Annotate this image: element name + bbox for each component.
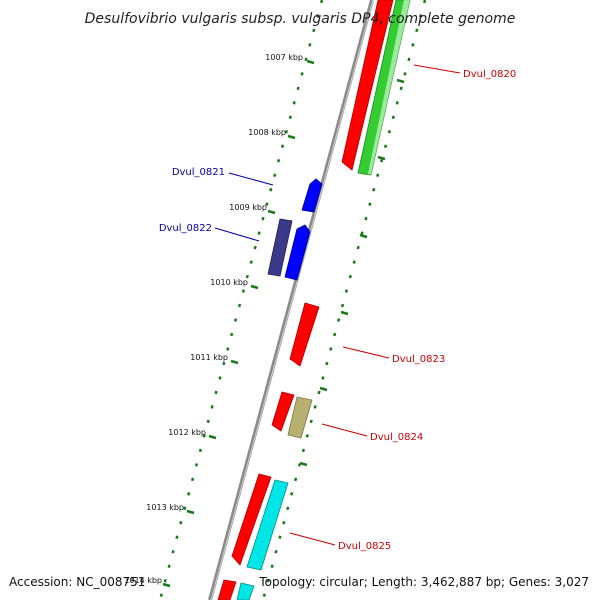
gene-label-dvul-0822[interactable]: Dvul_0822 [159,223,212,234]
gene-feature-blue[interactable] [284,224,311,281]
inner-tick-track [261,0,427,600]
tick-label-1012: 1012 kbp [168,428,206,437]
kbp-tick-labels: 1007 kbp 1008 kbp 1009 kbp 1010 kbp 1011… [124,53,303,585]
gene-feature-red[interactable] [289,302,320,367]
gene-label-dvul-0821[interactable]: Dvul_0821 [172,167,225,178]
tick-label-1007: 1007 kbp [265,53,303,62]
gene-feature-red[interactable] [231,473,272,566]
tick-label-1009: 1009 kbp [229,203,267,212]
gene-feature-red[interactable] [217,579,237,600]
label-leaders [214,64,461,546]
gene-features [217,0,411,600]
tick-label-1013: 1013 kbp [146,503,184,512]
gene-feature-red[interactable] [271,391,295,432]
genome-backbone-highlight [210,0,374,600]
accession-text: Accession: NC_008751 [9,575,145,589]
gene-feature-blue[interactable] [301,178,323,213]
gene-label-dvul-0820[interactable]: Dvul_0820 [463,69,516,80]
gene-feature-navy[interactable] [267,218,293,277]
kbp-tick-marks [162,59,405,588]
tick-label-1010: 1010 kbp [210,278,248,287]
gene-label-dvul-0823[interactable]: Dvul_0823 [392,354,445,365]
gene-labels: Dvul_0820 Dvul_0821 Dvul_0822 Dvul_0823 … [159,69,516,552]
tick-label-1014: 1014 kbp [124,576,162,585]
map-title: Desulfovibrio vulgaris subsp. vulgaris D… [85,11,516,27]
gene-feature-olive[interactable] [287,396,313,439]
gene-feature-green-highlight [368,0,410,175]
gene-label-dvul-0825[interactable]: Dvul_0825 [338,541,391,552]
tick-label-1011: 1011 kbp [190,353,228,362]
gene-feature-red[interactable] [341,0,394,171]
outer-tick-track [158,0,324,600]
tick-label-1008: 1008 kbp [248,128,286,137]
genome-backbone [208,0,374,600]
gene-feature-cyan[interactable] [236,582,255,600]
gene-label-dvul-0824[interactable]: Dvul_0824 [370,432,423,443]
topology-text: Topology: circular; Length: 3,462,887 bp… [258,575,589,589]
gene-feature-cyan[interactable] [246,479,289,571]
